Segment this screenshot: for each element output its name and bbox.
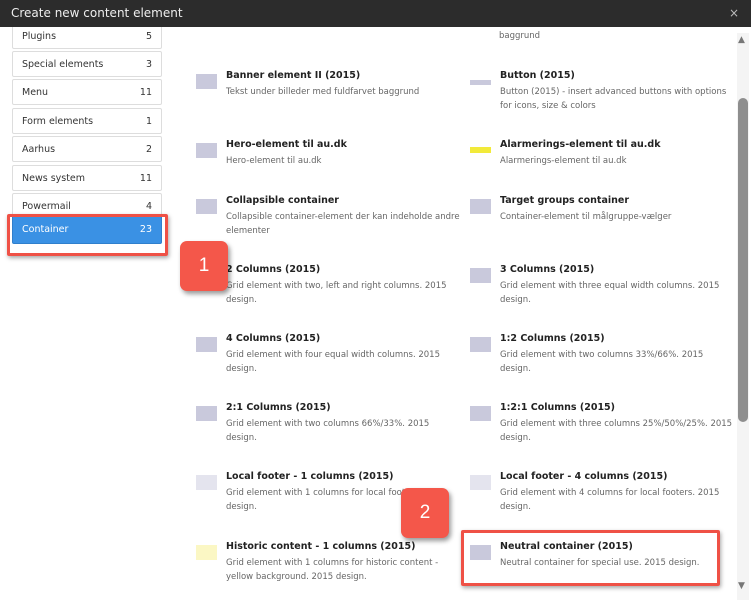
element-title: Collapsible container — [226, 195, 339, 206]
element-description: Grid element with 1 columns for local fo… — [226, 488, 446, 512]
hero-icon — [196, 143, 217, 158]
sidebar-item-label: News system — [22, 172, 86, 184]
sidebar-item-label: Container — [22, 223, 69, 235]
sidebar-item-aarhus[interactable]: Aarhus 2 — [12, 136, 162, 162]
element-title: 1:2 Columns (2015) — [500, 333, 605, 344]
sidebar-item-label: Aarhus — [22, 143, 56, 155]
sidebar-item-count: 5 — [145, 30, 152, 42]
sidebar-item-menu[interactable]: Menu 11 — [12, 79, 162, 105]
columns-icon — [470, 268, 491, 283]
partial-description: baggrund — [499, 31, 541, 41]
sidebar-item-count: 11 — [139, 172, 152, 184]
sidebar-item-label: Powermail — [22, 200, 71, 212]
element-title: 3 Columns (2015) — [500, 264, 595, 275]
category-sidebar: Plugins 5 Special elements 3 Menu 11 Form elem… — [0, 27, 175, 600]
sidebar-item-container[interactable]: Container 23 — [12, 214, 162, 244]
close-icon[interactable]: × — [728, 6, 739, 20]
element-description: Grid element with two columns 33%/66%. 2… — [500, 350, 704, 374]
sidebar-item-count: 23 — [139, 223, 152, 235]
element-title: 4 Columns (2015) — [226, 333, 321, 344]
dialog-header: Create new content element × — [0, 0, 751, 27]
sidebar-item-count: 3 — [145, 58, 152, 70]
element-title: Local footer - 1 columns (2015) — [226, 471, 394, 482]
highlight-neutral-container — [461, 530, 720, 586]
sidebar-item-label: Plugins — [22, 30, 57, 42]
element-title: 1:2:1 Columns (2015) — [500, 402, 616, 413]
element-description: Grid element with three columns 25%/50%/… — [500, 419, 733, 443]
element-description: Hero-element til au.dk — [226, 156, 322, 166]
sidebar-item-count: 2 — [145, 143, 152, 155]
element-description: Container-element til målgruppe-vælger — [500, 212, 672, 222]
historic-icon — [196, 545, 217, 560]
highlight-container-category — [7, 214, 168, 256]
element-description: Grid element with four equal width colum… — [226, 350, 440, 374]
collapsible-icon — [196, 199, 217, 214]
scrollbar-thumb[interactable] — [738, 98, 748, 422]
element-title: Button (2015) — [500, 70, 575, 81]
columns-icon — [470, 406, 491, 421]
element-description: Button (2015) - insert advanced buttons … — [500, 87, 727, 111]
element-title: Neutral container (2015) — [500, 541, 633, 552]
element-description: Neutral container for special use. 2015 … — [500, 558, 700, 568]
element-description: Grid element with 4 columns for local fo… — [500, 488, 720, 512]
element-description: Collapsible container-element der kan in… — [226, 212, 460, 236]
sidebar-item-count: 4 — [145, 200, 152, 212]
banner-icon — [196, 74, 217, 89]
element-description: Grid element with 1 columns for historic… — [226, 558, 439, 582]
element-description: Grid element with two, left and right co… — [226, 281, 447, 305]
scroll-down-icon[interactable]: ▼ — [738, 581, 745, 591]
element-title: 2 Columns (2015) — [226, 264, 321, 275]
alarm-icon — [470, 147, 491, 153]
element-title: Target groups container — [500, 195, 630, 206]
columns-icon — [196, 337, 217, 352]
sidebar-item-count: 1 — [145, 115, 152, 127]
element-title: 2:1 Columns (2015) — [226, 402, 331, 413]
sidebar-item-label: Special elements — [22, 58, 104, 70]
dialog-title: Create new content element — [11, 6, 183, 20]
callout-2: 2 — [401, 488, 449, 538]
footer-icon — [196, 475, 217, 490]
button-icon — [470, 80, 491, 85]
sidebar-item-label: Menu — [22, 86, 49, 98]
element-title: Historic content - 1 columns (2015) — [226, 541, 416, 552]
element-description: Grid element with three equal width colu… — [500, 281, 720, 305]
sidebar-item-news-system[interactable]: News system 11 — [12, 165, 162, 191]
element-description: Alarmerings-element til au.dk — [500, 156, 627, 166]
sidebar-item-special-elements[interactable]: Special elements 3 — [12, 51, 162, 77]
neutral-icon — [470, 545, 491, 560]
columns-icon — [470, 337, 491, 352]
scroll-up-icon[interactable]: ▲ — [738, 35, 745, 45]
sidebar-item-form-elements[interactable]: Form elements 1 — [12, 108, 162, 134]
columns-icon — [196, 406, 217, 421]
footer-icon — [470, 475, 491, 490]
callout-1: 1 — [180, 241, 228, 291]
element-title: Local footer - 4 columns (2015) — [500, 471, 668, 482]
sidebar-item-count: 11 — [139, 86, 152, 98]
sidebar-item-label: Form elements — [22, 115, 94, 127]
element-description: Grid element with two columns 66%/33%. 2… — [226, 419, 430, 443]
element-description: Tekst under billeder med fuldfarvet bagg… — [226, 87, 420, 97]
element-title: Hero-element til au.dk — [226, 139, 347, 150]
element-title: Alarmerings-element til au.dk — [500, 139, 661, 150]
element-title: Banner element II (2015) — [226, 70, 361, 81]
sidebar-item-plugins[interactable]: Plugins 5 — [12, 27, 162, 49]
target-groups-icon — [470, 199, 491, 214]
